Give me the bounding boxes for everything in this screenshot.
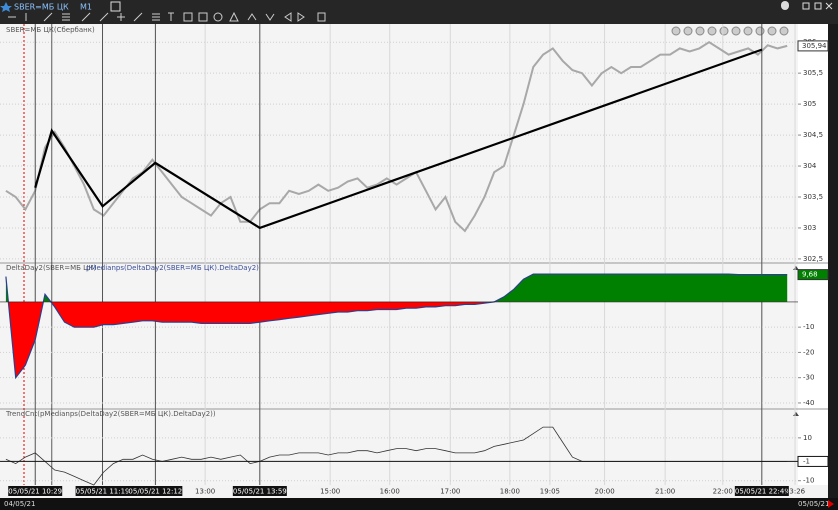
y-tick-label: 10	[803, 434, 812, 442]
y-tick-label: -10	[803, 477, 814, 485]
y-tick-label: 303,5	[803, 193, 823, 201]
time-label-box	[8, 486, 63, 496]
time-axis	[0, 485, 828, 498]
time-label-box	[128, 486, 183, 496]
pane-title: TrendCnt(pMedianps(DeltaDay2(SBER=МБ ЦК)…	[5, 410, 216, 418]
price-line	[5, 41, 788, 233]
value-box	[797, 40, 829, 52]
zigzag-line	[34, 48, 763, 230]
y-tick-label: 304	[803, 162, 817, 170]
price-scale	[798, 24, 828, 485]
x-tick-label: 18:00	[500, 488, 520, 496]
y-tick-label: -40	[803, 399, 814, 407]
x-tick-label: 19:05	[540, 488, 560, 496]
y-tick-label: -30	[803, 374, 814, 382]
time-label-box	[75, 486, 130, 496]
navigation-buttons	[671, 26, 789, 36]
median-line	[5, 273, 788, 380]
nav-button[interactable]	[767, 26, 777, 36]
x-tick-label: 22:00	[713, 488, 733, 496]
x-tick-label: 13:00	[195, 488, 215, 496]
time-label-box	[232, 486, 287, 496]
symbol[interactable]: SBER=МБ ЦК	[14, 3, 69, 12]
pane-title: DeltaDay2(SBER=МБ ЦК)	[6, 264, 97, 272]
x-tick-label: 05/05/21 10:29	[8, 488, 62, 496]
nav-button[interactable]	[779, 26, 789, 36]
pane-subtitle: pMedianps(DeltaDay2(SBER=МБ ЦК).DeltaDay…	[86, 264, 259, 272]
tool-icon[interactable]	[110, 1, 121, 12]
last-value: 9,68	[802, 271, 818, 279]
x-tick-label: 16:00	[380, 488, 400, 496]
x-tick-label: 05/05/21 22:49	[735, 488, 789, 496]
x-tick-label: 23:26	[785, 488, 806, 496]
nav-button[interactable]	[683, 26, 693, 36]
pane-title: SBER=МБ ЦК(Сбербанк)	[6, 26, 95, 34]
x-tick-label: 21:00	[655, 488, 675, 496]
nav-button[interactable]	[671, 26, 681, 36]
date-strip	[0, 498, 838, 510]
y-tick-label: 304,5	[803, 131, 823, 139]
negative-area	[5, 301, 788, 378]
toolbar: SBER=МБ ЦК M1	[0, 0, 838, 24]
x-tick-label: 05/05/21 12:12	[128, 488, 182, 496]
value-box	[797, 269, 829, 281]
timeframe[interactable]: M1	[80, 3, 92, 12]
nav-button[interactable]	[731, 26, 741, 36]
window-icon[interactable]	[802, 2, 810, 10]
window-icon[interactable]	[781, 1, 789, 10]
close-icon[interactable]	[825, 2, 833, 10]
date-label: 04/05/21	[4, 500, 35, 508]
y-tick-label: 305,5	[803, 69, 823, 77]
x-tick-label: 05/05/21 11:19	[76, 488, 130, 496]
x-tick-label: 17:00	[440, 488, 460, 496]
toolbar-bg	[0, 0, 838, 24]
last-value: 305,94	[802, 42, 827, 50]
y-tick-label: 303	[803, 224, 816, 232]
y-tick-label: -10	[803, 323, 814, 331]
time-label-box	[734, 486, 789, 496]
y-tick-label: 305	[803, 100, 816, 108]
drawing-tools	[8, 11, 326, 22]
value-box	[797, 455, 829, 467]
date-label: 05/05/21	[798, 500, 829, 508]
level-label: -1	[803, 457, 810, 465]
x-tick-label: 20:00	[595, 488, 615, 496]
positive-area	[5, 274, 788, 302]
nav-button[interactable]	[743, 26, 753, 36]
nav-button[interactable]	[719, 26, 729, 36]
symbol-icon	[0, 2, 12, 12]
x-tick-label: 15:00	[320, 488, 340, 496]
right-border	[828, 24, 838, 510]
nav-button[interactable]	[755, 26, 765, 36]
x-tick-label: 05/05/21 13:59	[233, 488, 287, 496]
nav-button[interactable]	[695, 26, 705, 36]
nav-button[interactable]	[707, 26, 717, 36]
scroll-arrow[interactable]	[828, 500, 834, 508]
y-tick-label: -20	[803, 348, 814, 356]
y-tick-label: 302,5	[803, 255, 823, 263]
window-icon[interactable]	[814, 2, 822, 10]
